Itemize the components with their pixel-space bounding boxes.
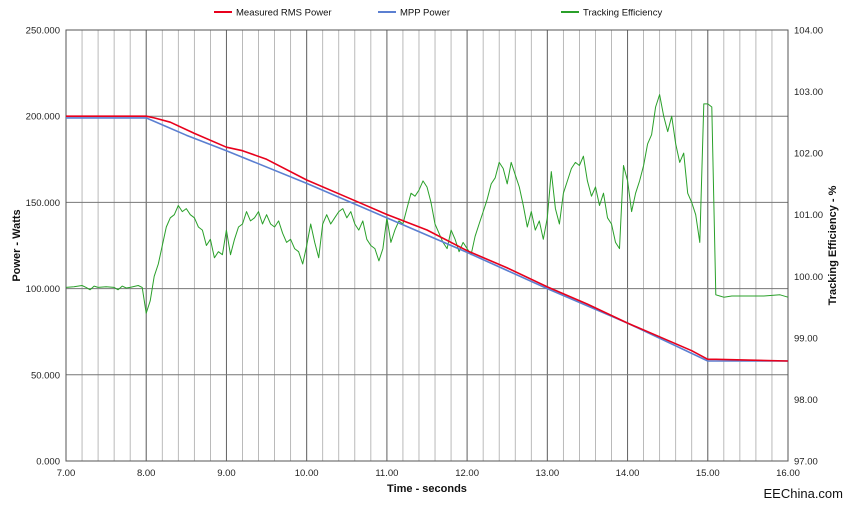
series-line-measured-rms-power [66, 115, 789, 362]
series-line-tracking-efficiency [65, 94, 789, 314]
left-y-tick-label: 50.000 [31, 370, 60, 381]
right-y-tick-label: 103.00 [794, 87, 823, 98]
right-y-tick-label: 101.00 [794, 210, 823, 221]
x-tick-label: 14.00 [616, 468, 640, 479]
x-axis-ticks: 7.00 8.00 9.00 10.00 11.00 12.00 13.00 14.00 15.… [57, 468, 800, 479]
right-y-axis-ticks: 97.00 98.00 99.00 100.00 101.00 102.00 103.00 1… [794, 26, 823, 468]
right-y-tick-label: 100.00 [794, 272, 823, 283]
watermark-text: EEChina.com [764, 486, 843, 501]
x-tick-label: 10.00 [295, 468, 319, 479]
left-y-tick-label: 200.000 [26, 112, 60, 123]
x-tick-label: 12.00 [455, 468, 479, 479]
legend: Measured RMS Power MPP Power Tracking Effi… [214, 8, 662, 19]
legend-label: Measured RMS Power [236, 8, 332, 19]
right-y-axis-title: Tracking Efficiency - % [827, 185, 839, 305]
left-y-axis-ticks: 0.000 50.000 100.000 150.000 200.000 250.000 [26, 26, 60, 468]
right-y-tick-label: 98.00 [794, 395, 818, 406]
left-y-tick-label: 100.000 [26, 284, 60, 295]
x-tick-label: 9.00 [217, 468, 236, 479]
x-tick-label: 16.00 [776, 468, 800, 479]
x-tick-label: 13.00 [535, 468, 559, 479]
legend-label: Tracking Efficiency [583, 8, 662, 19]
right-y-tick-label: 97.00 [794, 457, 818, 468]
left-y-tick-label: 150.000 [26, 198, 60, 209]
x-tick-label: 7.00 [57, 468, 76, 479]
x-tick-label: 8.00 [137, 468, 156, 479]
plot-area-border [65, 29, 789, 462]
legend-label: MPP Power [400, 8, 450, 19]
left-y-tick-label: 250.000 [26, 26, 60, 37]
left-y-axis-title: Power - Watts [11, 209, 23, 281]
series-line-mpp-power [66, 117, 788, 362]
left-y-tick-label: 0.000 [36, 457, 60, 468]
x-tick-label: 11.00 [375, 468, 398, 479]
right-y-tick-label: 99.00 [794, 333, 818, 344]
right-y-tick-label: 104.00 [794, 26, 823, 37]
right-y-tick-label: 102.00 [794, 149, 823, 160]
x-tick-label: 15.00 [696, 468, 720, 479]
x-axis-title: Time - seconds [387, 483, 467, 495]
series-layer [65, 94, 789, 362]
